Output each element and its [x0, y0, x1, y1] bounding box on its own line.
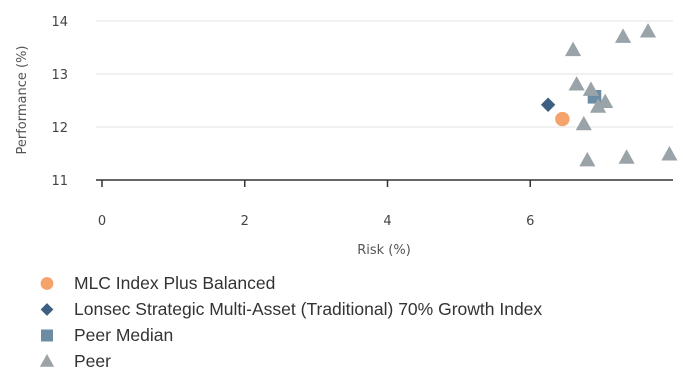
scatter-chart: 11 12 13 14 0 2 4 6 Risk (%) Performance (%) — [15, 15, 678, 258]
data-point-triangle — [597, 93, 614, 109]
data-point-triangle — [579, 151, 596, 167]
legend-square-icon — [38, 327, 60, 343]
data-point-triangle — [618, 149, 635, 164]
legend-item: MLC Index Plus Balanced — [38, 270, 542, 296]
legend-label: MLC Index Plus Balanced — [74, 272, 276, 293]
legend-triangle-icon — [38, 353, 60, 369]
legend-item: Lonsec Strategic Multi-Asset (Traditiona… — [38, 296, 542, 322]
data-point-triangle — [639, 23, 657, 38]
legend-label: Peer — [74, 350, 111, 371]
legend-item: Peer — [38, 348, 542, 374]
data-point-diamond — [540, 97, 556, 112]
data-point-triangle — [589, 98, 607, 113]
y-axis-label: Performance (%) — [15, 45, 30, 154]
data-point-triangle — [568, 76, 585, 91]
data-point-triangle — [575, 115, 592, 131]
x-tick-label: 2 — [241, 214, 249, 229]
data-point-triangle — [661, 146, 678, 161]
tick-labels: 11 12 13 14 0 2 4 6 — [51, 15, 534, 229]
data-point-circle — [555, 111, 570, 127]
axes — [96, 179, 673, 187]
x-tick-label: 6 — [526, 214, 534, 229]
x-axis-label: Risk (%) — [357, 243, 411, 258]
data-points — [540, 23, 678, 167]
x-tick-label: 0 — [98, 214, 106, 229]
data-point-triangle — [565, 41, 582, 57]
data-point-triangle — [614, 28, 632, 43]
legend-label: Lonsec Strategic Multi-Asset (Traditiona… — [74, 298, 543, 319]
y-tick-label: 14 — [51, 15, 68, 30]
legend-item: Peer Median — [38, 322, 542, 348]
y-tick-label: 12 — [51, 121, 68, 136]
legend-circle-icon — [38, 275, 60, 291]
legend-label: Peer Median — [74, 324, 174, 345]
legend: MLC Index Plus Balanced Lonsec Strategic … — [38, 270, 542, 374]
y-tick-label: 11 — [51, 174, 68, 189]
data-point-triangle — [582, 81, 599, 96]
legend-diamond-icon — [38, 301, 60, 317]
y-tick-label: 13 — [51, 68, 68, 83]
grid-lines — [96, 20, 673, 128]
x-tick-label: 4 — [383, 214, 391, 229]
